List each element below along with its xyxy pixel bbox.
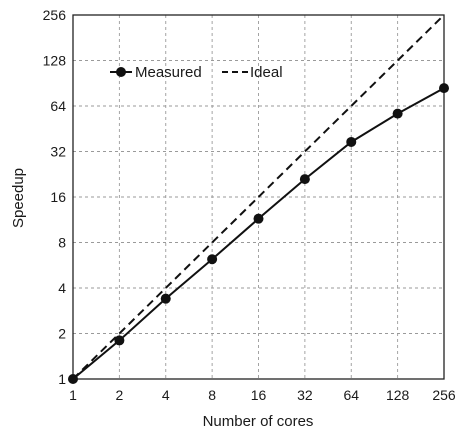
x-tick-label: 2 <box>115 387 123 403</box>
series-line-ideal <box>72 14 445 380</box>
y-tick-label: 256 <box>43 7 67 23</box>
x-tick-label: 128 <box>386 387 410 403</box>
legend-measured-marker <box>116 67 126 77</box>
data-point-measured <box>392 108 403 119</box>
y-tick-label: 8 <box>58 235 66 251</box>
plot-frame <box>72 14 445 380</box>
data-point-measured <box>207 254 218 265</box>
data-point-measured <box>114 335 125 346</box>
y-tick-label: 2 <box>58 326 66 342</box>
x-tick-label: 64 <box>343 387 359 403</box>
tick-labels: 1 2 4 8 16 32 64 128 256 1 2 4 8 16 32 64 128 256 <box>43 7 456 403</box>
y-tick-label: 16 <box>50 189 66 205</box>
y-tick-label: 4 <box>58 280 66 296</box>
data-point-measured <box>346 136 357 147</box>
data-point-measured <box>299 174 310 185</box>
x-tick-label: 256 <box>432 387 456 403</box>
x-tick-label: 4 <box>162 387 170 403</box>
data-point-measured <box>160 293 171 304</box>
legend-ideal-label: Ideal <box>250 64 283 81</box>
x-tick-label: 16 <box>251 387 267 403</box>
y-tick-label: 64 <box>50 98 66 114</box>
legend: Measured Ideal <box>110 64 283 81</box>
y-tick-label: 1 <box>58 371 66 387</box>
data-point-measured <box>439 83 449 94</box>
x-axis-title: Number of cores <box>203 413 314 430</box>
y-tick-label: 128 <box>43 53 67 69</box>
series-lines <box>68 14 449 384</box>
legend-measured-label: Measured <box>135 64 202 81</box>
x-tick-label: 8 <box>208 387 216 403</box>
x-tick-label: 32 <box>297 387 313 403</box>
x-tick-label: 1 <box>69 387 77 403</box>
y-axis-title: Speedup <box>10 168 27 228</box>
y-tick-label: 32 <box>50 144 66 160</box>
data-point-measured <box>253 213 264 224</box>
